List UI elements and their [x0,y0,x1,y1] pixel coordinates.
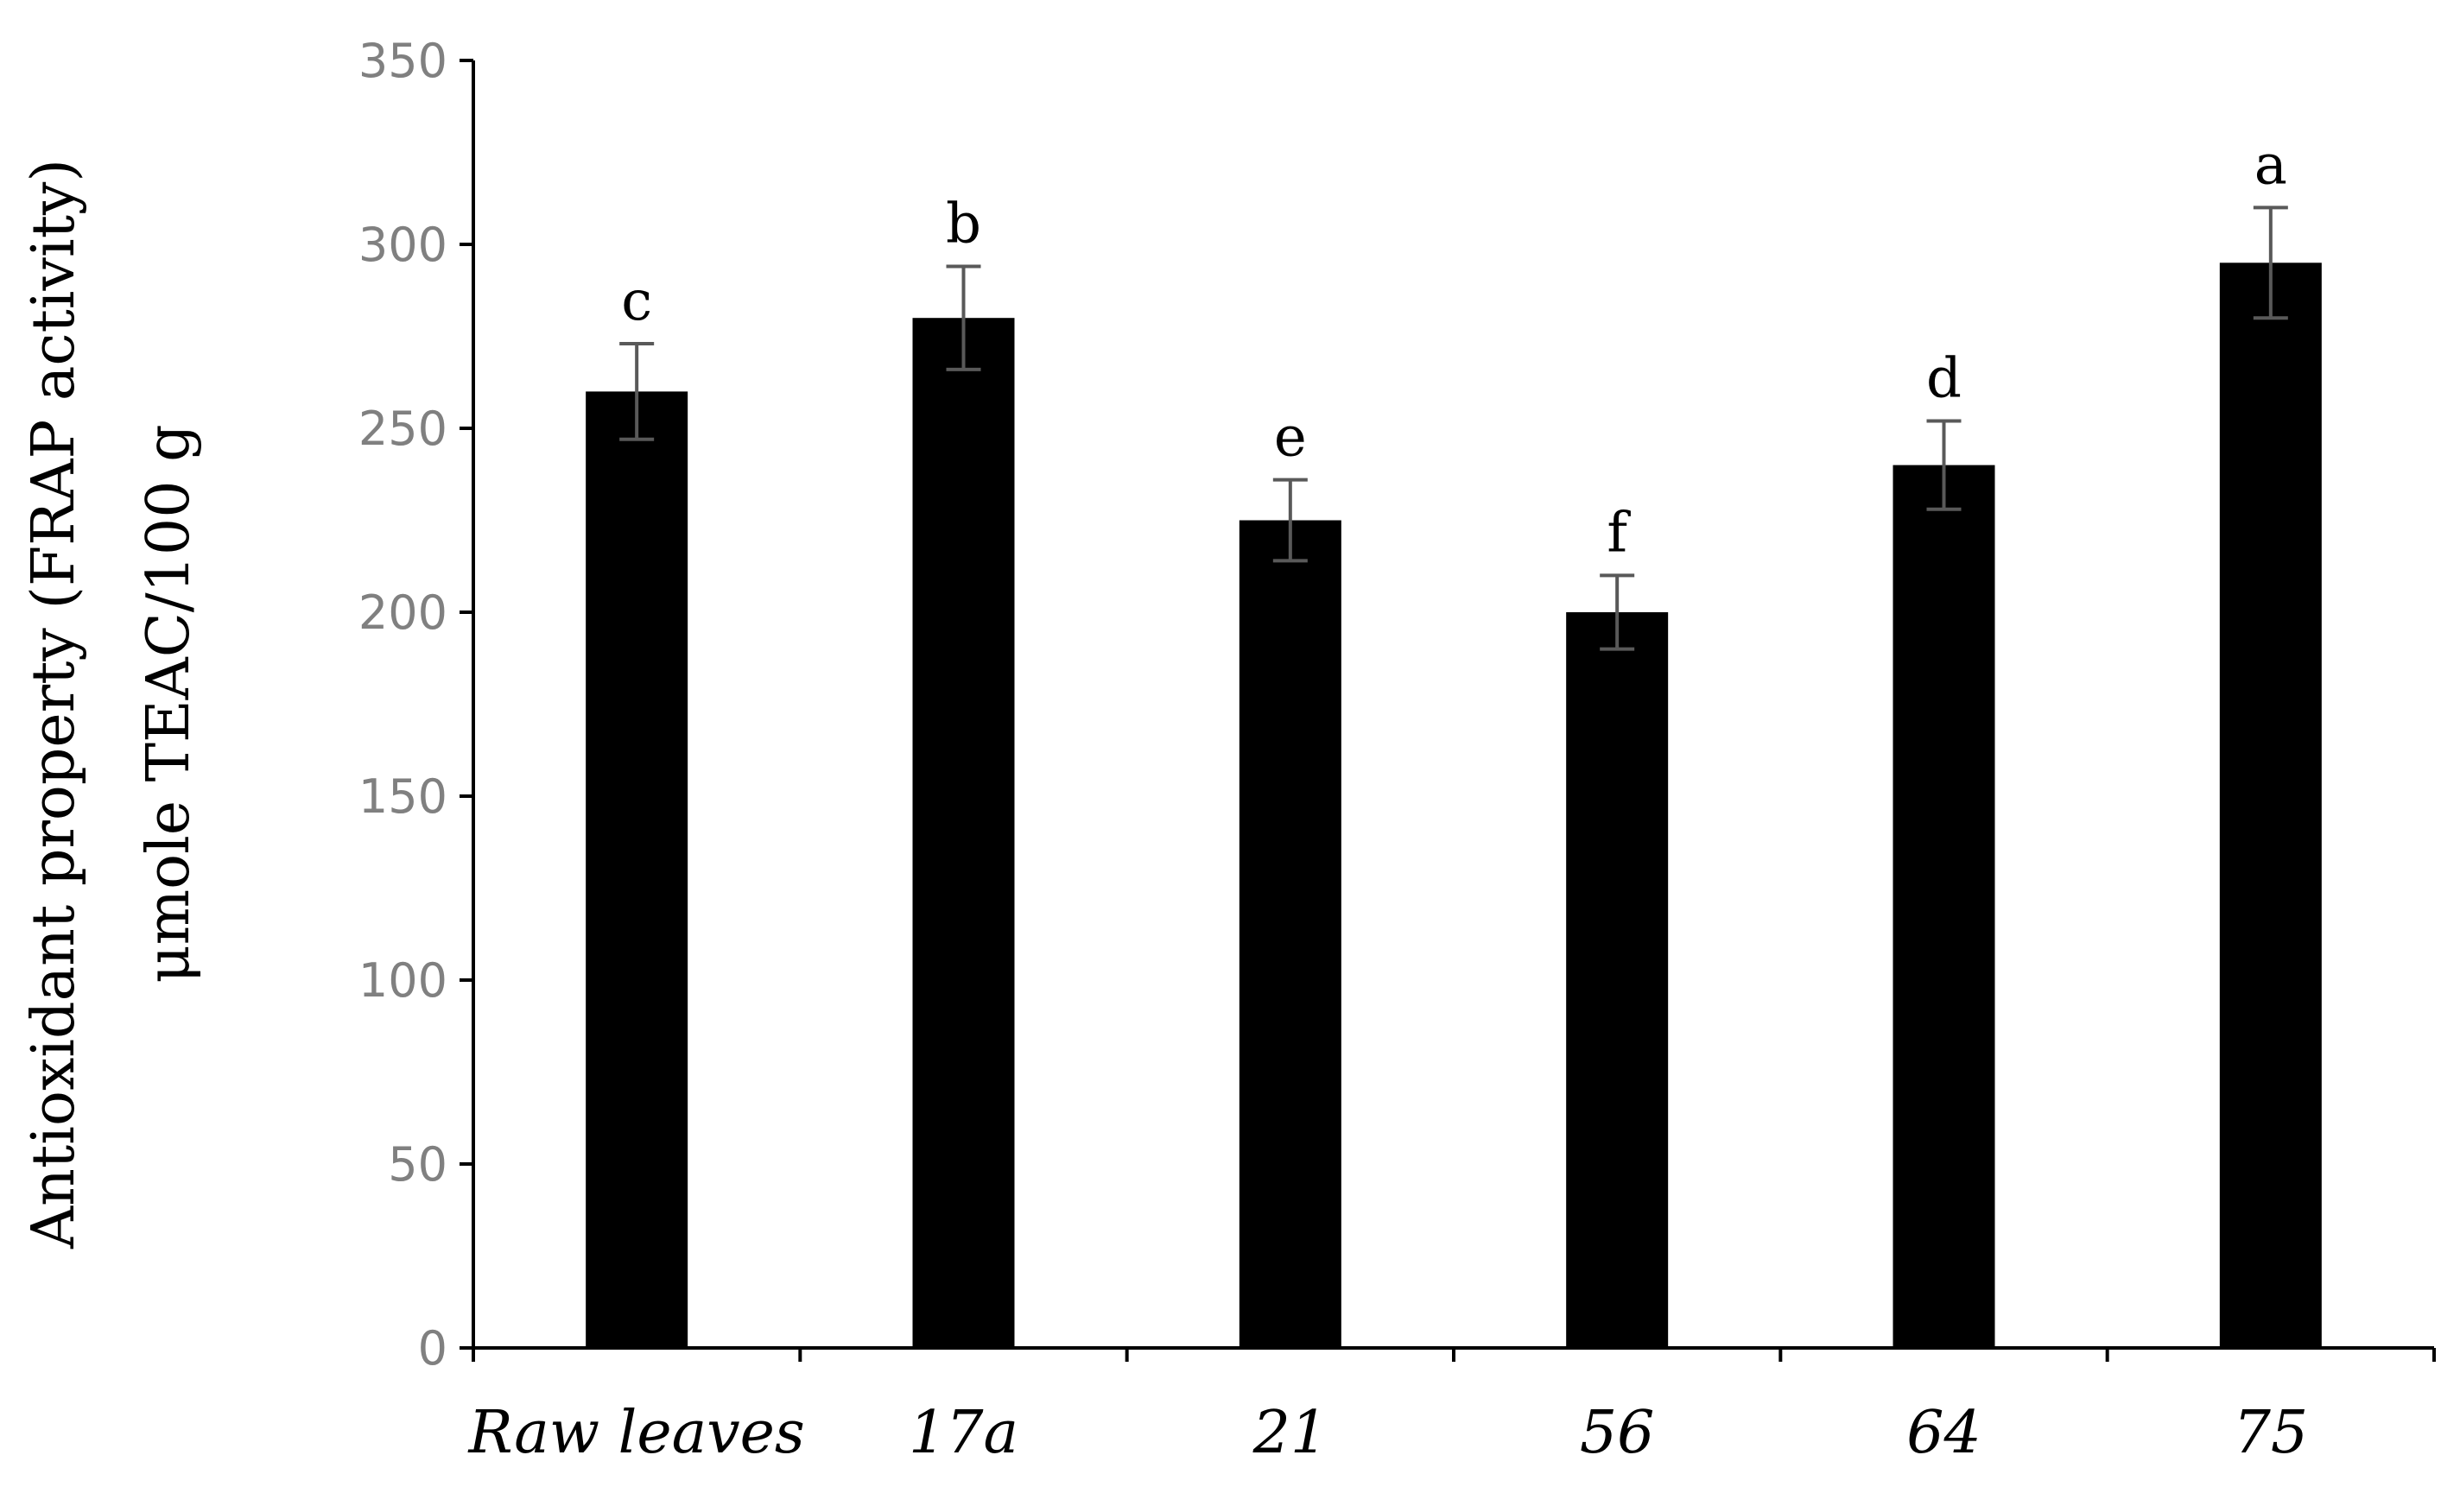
y-axis: 0 50 100 150 200 250 300 350 [358,34,475,1376]
bar [586,391,688,1348]
y-tick-label: 300 [358,218,447,272]
bar [2219,263,2322,1348]
x-category-label: 64 [1906,1399,1981,1467]
y-axis-title-line-1: Antioxidant property (FRAP activity) [20,159,88,1249]
y-tick-label: 200 [358,585,447,640]
significance-letter: d [1926,346,1962,410]
bar [1893,465,1995,1348]
significance-letter: f [1607,501,1631,565]
significance-letters-layer: c b e f d a [621,133,2287,565]
bars-layer [586,263,2322,1349]
significance-letter: c [621,269,652,333]
y-tick-label: 350 [358,34,447,88]
significance-letter: a [2254,133,2287,197]
y-tick-label: 250 [358,402,447,456]
bar [1239,520,1341,1348]
x-category-label: 17a [909,1399,1018,1467]
x-category-label: 75 [2234,1399,2309,1467]
y-tick-label: 50 [388,1137,447,1192]
y-tick-label: 0 [418,1321,447,1376]
y-axis-title-line-2: μmole TEAC/100 g [135,424,203,983]
x-axis: Raw leaves 17a 21 56 64 75 [467,1346,2436,1467]
x-category-label: Raw leaves [467,1399,805,1467]
bar [1566,612,1669,1348]
significance-letter: b [946,193,981,256]
error-bars-layer [619,206,2288,651]
y-tick-label: 150 [358,769,447,824]
bar [912,318,1015,1349]
x-category-label: 56 [1580,1399,1655,1467]
x-category-label: 21 [1252,1399,1328,1467]
y-tick-label: 100 [358,953,447,1008]
significance-letter: e [1274,406,1307,470]
